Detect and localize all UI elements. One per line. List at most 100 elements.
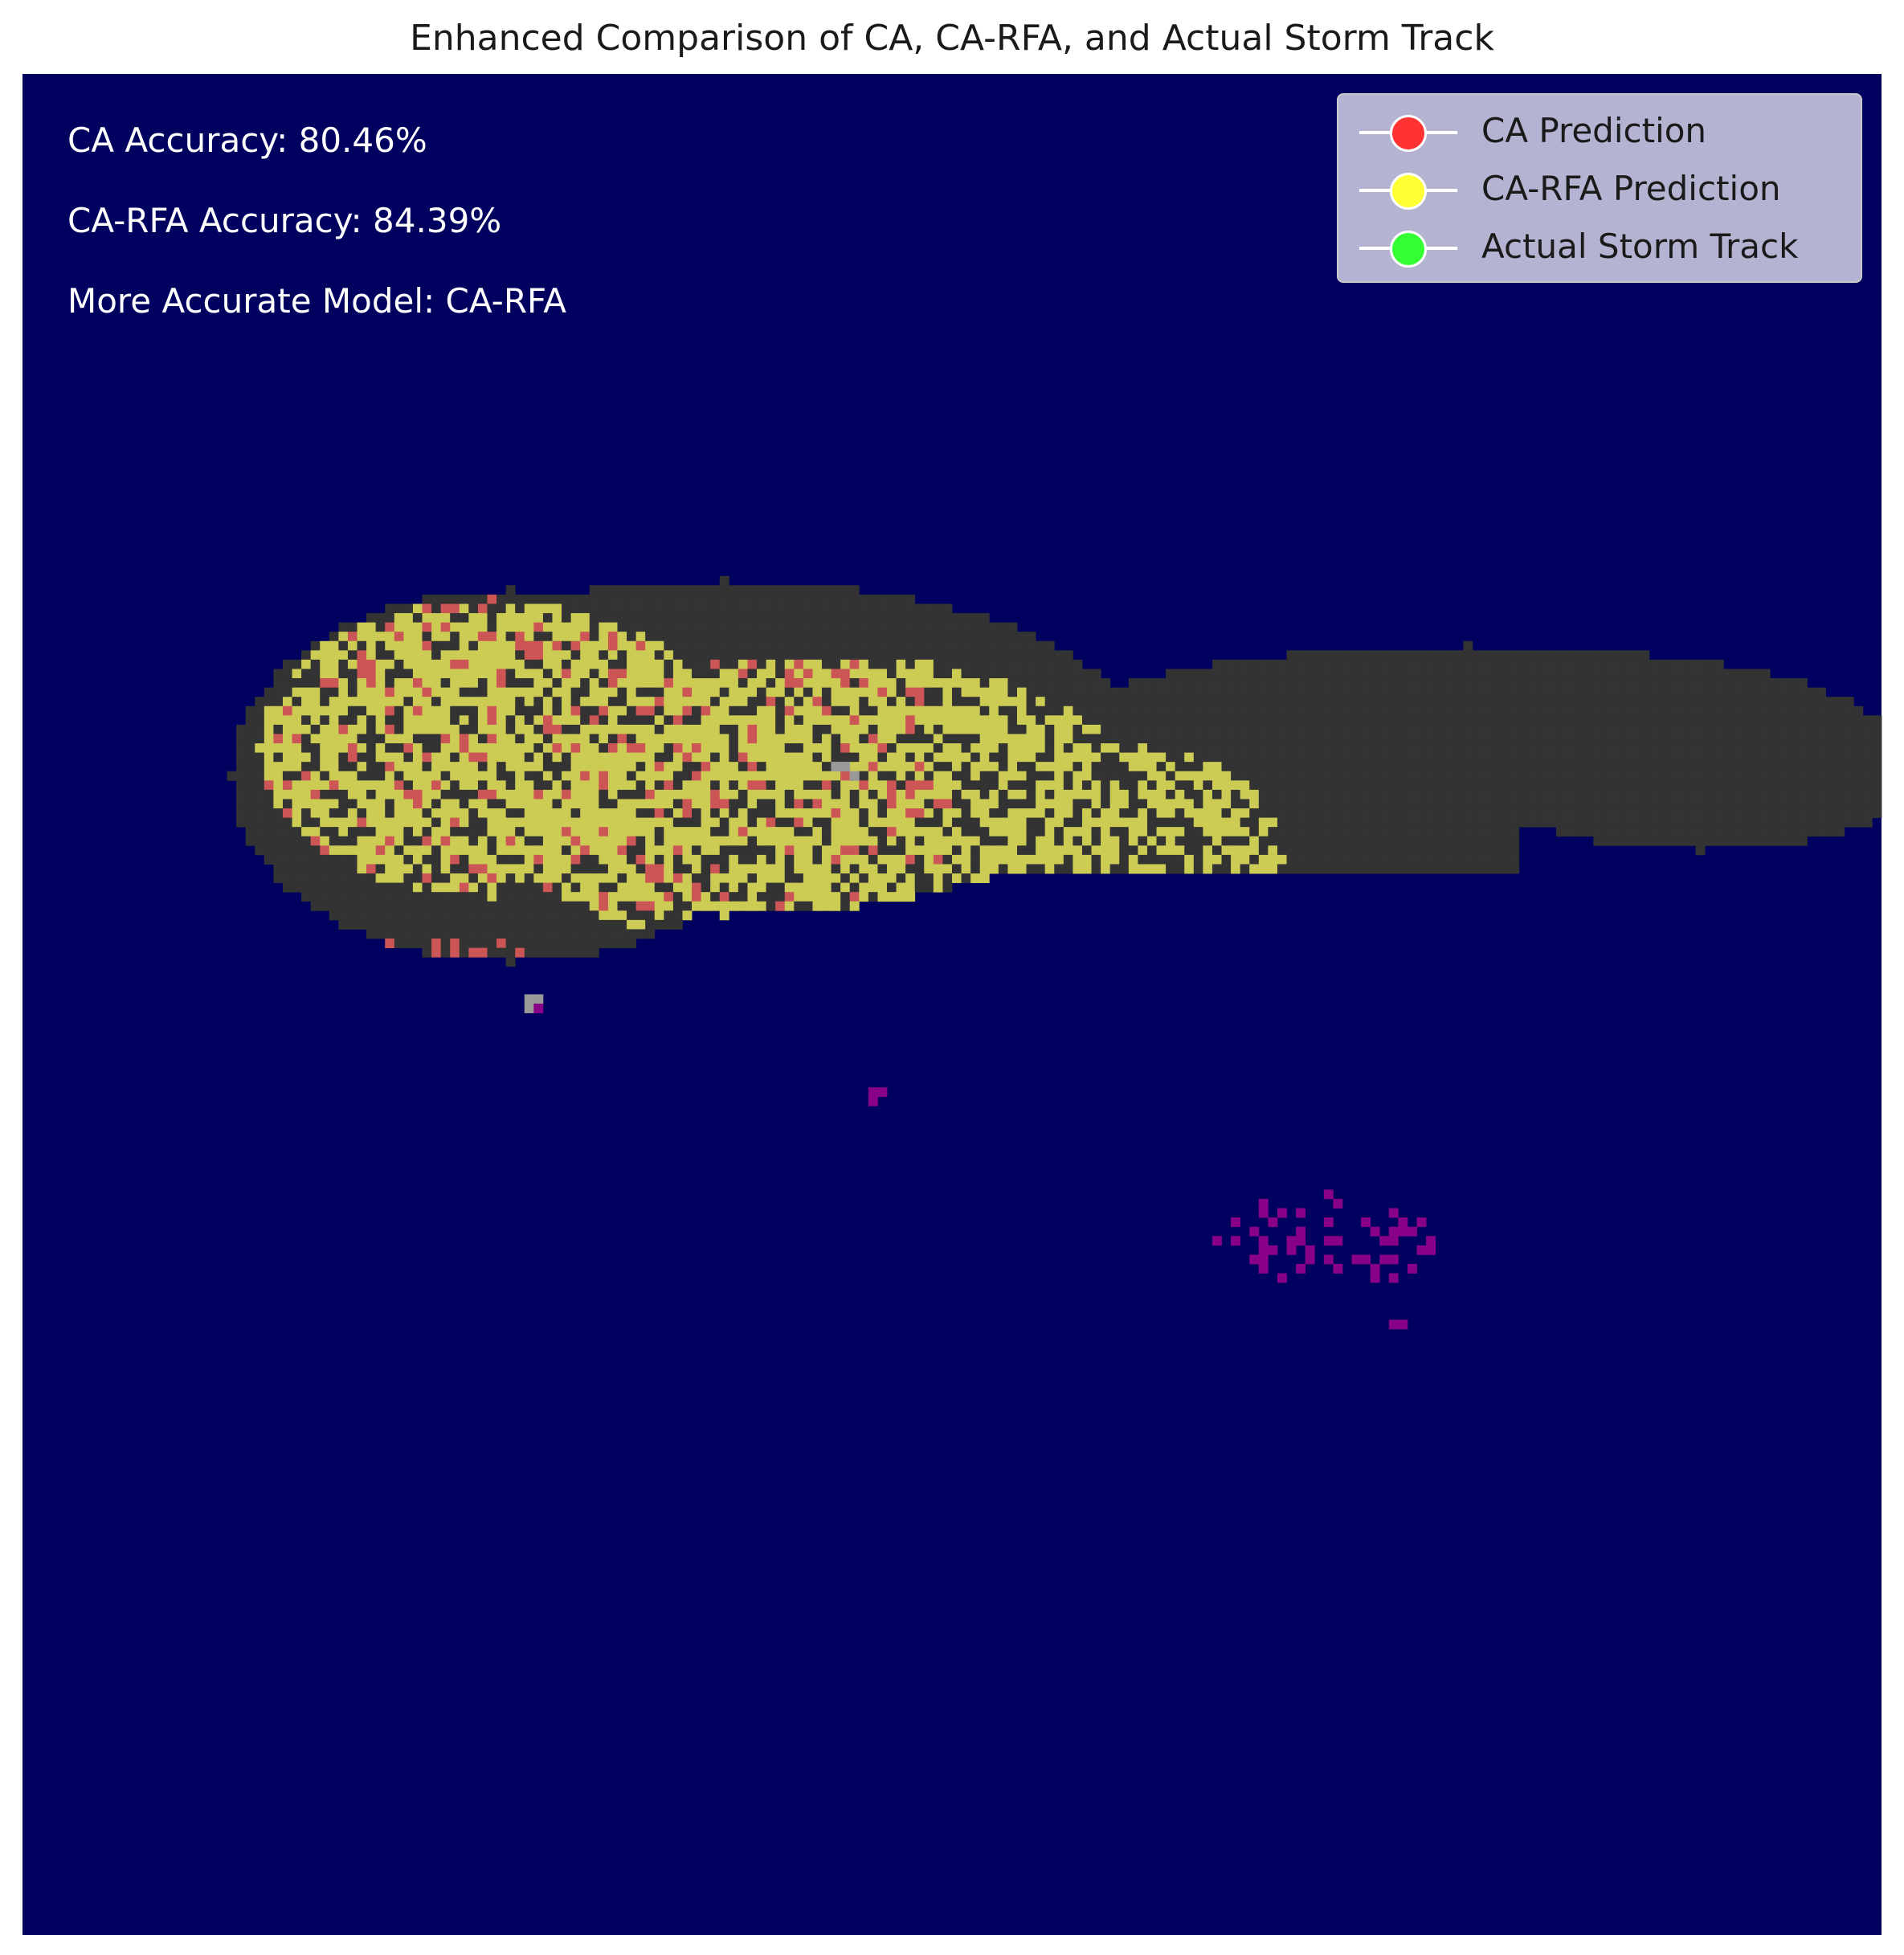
heatmap-cell [672,817,683,828]
heatmap-cell [1602,836,1612,846]
heatmap-cell [664,669,674,679]
heatmap-cell [542,734,553,744]
heatmap-cell [366,622,377,632]
heatmap-cell [1862,743,1873,754]
heatmap-cell [1853,771,1864,781]
heatmap-cell [905,789,916,800]
heatmap-cell [794,697,804,707]
heatmap-cell [1537,762,1547,772]
heatmap-cell [803,678,813,689]
heatmap-cell [747,650,758,661]
heatmap-cell [1621,827,1632,837]
heatmap-cell [607,827,618,837]
heatmap-cell [375,734,386,744]
heatmap-cell [1036,715,1046,726]
heatmap-cell [282,743,292,754]
heatmap-cell [607,762,618,772]
heatmap-cell [422,910,432,921]
heatmap-cell [440,613,451,624]
heatmap-cell [412,640,423,651]
heatmap-cell [1388,771,1399,781]
heatmap-cell [1714,836,1724,846]
heatmap-cell [1268,743,1278,754]
heatmap-cell [347,808,358,818]
heatmap-cell [952,697,962,707]
heatmap-cell [840,724,851,734]
heatmap-cell [1388,715,1399,726]
heatmap-cell [822,901,831,911]
heatmap-cell [849,659,860,669]
heatmap-cell [961,687,971,697]
heatmap-cell [952,678,962,689]
heatmap-cell [1175,697,1185,707]
heatmap-cell [459,762,469,772]
heatmap-cell [1063,817,1073,828]
heatmap-cell [496,780,507,791]
legend-label-ca: CA Prediction [1481,111,1707,150]
heatmap-cell [1667,808,1677,818]
heatmap-cell [1370,724,1380,734]
heatmap-cell [1575,808,1585,818]
heatmap-cell [1044,752,1055,763]
heatmap-cell [570,678,581,689]
heatmap-cell [942,669,953,679]
heatmap-cell [338,873,349,883]
heatmap-cell [840,715,851,726]
heatmap-cell [868,864,878,874]
heatmap-cell [580,882,590,893]
heatmap-cell [1379,817,1390,828]
heatmap-cell [440,780,451,791]
heatmap-cell [440,762,451,772]
heatmap-cell [385,697,395,707]
heatmap-cell [1556,762,1567,772]
heatmap-cell [1779,687,1789,697]
heatmap-cell [1063,771,1073,781]
heatmap-cell [1416,687,1427,697]
heatmap-cell [264,697,274,707]
heatmap-cell [1166,743,1176,754]
heatmap-cell [1258,762,1269,772]
heatmap-cell [1036,743,1046,754]
heatmap-cell [562,789,572,800]
heatmap-cell [701,622,711,632]
heatmap-cell [496,929,507,939]
heatmap-cell [1101,808,1111,818]
heatmap-cell [627,864,637,874]
heatmap-cell [1714,752,1724,763]
heatmap-cell [1583,752,1594,763]
heatmap-cell [1193,687,1203,697]
heatmap-cell [1016,808,1027,818]
heatmap-cell [859,613,869,624]
heatmap-cell [366,901,377,911]
heatmap-cell [1844,780,1854,791]
heatmap-cell [245,706,255,716]
heatmap-cell [1305,762,1315,772]
heatmap-cell [794,845,804,856]
heatmap-cell [1296,1226,1306,1237]
heatmap-cell [1109,808,1120,818]
heatmap-cell [868,734,878,744]
heatmap-cell [627,724,637,734]
heatmap-cell [1528,706,1538,716]
heatmap-cell [1286,706,1297,716]
heatmap-cell [1063,845,1073,856]
heatmap-cell [701,743,711,754]
heatmap-cell [477,929,488,939]
heatmap-cell [979,799,990,809]
heatmap-cell [607,622,618,632]
heatmap-cell [729,845,739,856]
heatmap-cell [803,892,813,902]
heatmap-cell [1193,789,1203,800]
heatmap-cell [775,659,786,669]
heatmap-cell [1658,734,1669,744]
heatmap-cell [1138,762,1148,772]
heatmap-cell [1500,817,1510,828]
heatmap-cell [840,752,851,763]
heatmap-cell [635,650,646,661]
heatmap-cell [1166,678,1176,689]
heatmap-cell [1166,687,1176,697]
heatmap-cell [803,799,813,809]
heatmap-cell [403,771,414,781]
heatmap-cell [1853,808,1864,818]
legend-marker-actual [1390,231,1427,268]
